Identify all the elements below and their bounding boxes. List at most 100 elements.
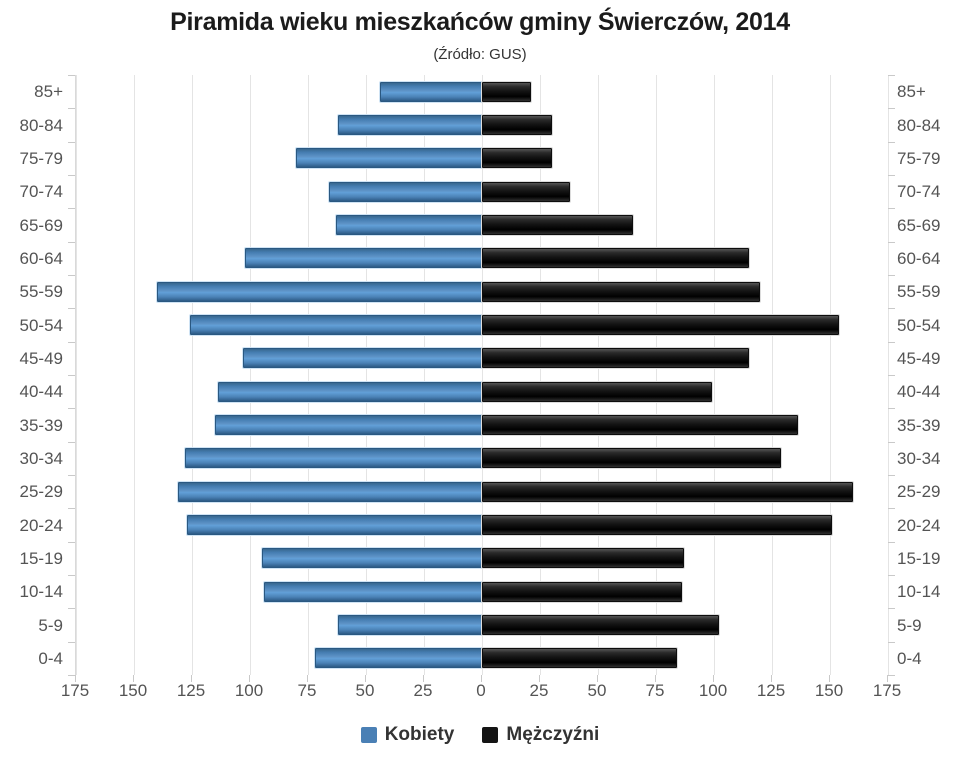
- gridline: [598, 75, 599, 675]
- bar-male-50-54: [482, 315, 840, 335]
- age-label-left: 70-74: [19, 182, 63, 202]
- age-label-right: 5-9: [897, 615, 922, 635]
- axis-tick-left: [68, 641, 75, 643]
- axis-tick-left: [68, 608, 75, 610]
- age-label-left: 0-4: [38, 648, 63, 668]
- age-label-left: 85+: [34, 82, 63, 102]
- age-label-right: 55-59: [897, 282, 941, 302]
- age-label-right: 75-79: [897, 148, 941, 168]
- age-label-right: 35-39: [897, 415, 941, 435]
- axis-tick-bottom: [365, 675, 366, 682]
- legend-item-kobiety[interactable]: Kobiety: [360, 724, 455, 746]
- axis-tick-left: [68, 441, 75, 443]
- axis-tick-right: [888, 575, 895, 576]
- x-tick-label: 75: [645, 681, 665, 700]
- legend: Kobiety Mężczyźni: [0, 722, 960, 748]
- bar-male-80-84: [482, 115, 552, 135]
- bar-female-65-69: [335, 215, 482, 235]
- gridline: [482, 75, 483, 675]
- axis-tick-left: [68, 75, 75, 76]
- bar-male-40-44: [482, 381, 712, 402]
- x-tick-label: 100: [234, 681, 264, 700]
- age-label-left: 50-54: [19, 315, 63, 335]
- bar-female-50-54: [189, 315, 482, 335]
- age-label-right: 25-29: [897, 482, 941, 502]
- x-tick-label: 25: [413, 681, 433, 700]
- age-label-left: 55-59: [19, 282, 63, 302]
- axis-tick-right: [888, 441, 895, 443]
- bar-female-75-79: [296, 148, 482, 169]
- bar-female-25-29: [178, 481, 482, 502]
- age-label-left: 80-84: [19, 115, 63, 135]
- bar-male-55-59: [482, 281, 761, 302]
- gridline: [772, 75, 773, 675]
- axis-tick-left: [68, 175, 75, 176]
- axis-tick-right: [888, 341, 895, 343]
- gridline: [192, 75, 193, 675]
- axis-tick-left: [68, 275, 75, 276]
- axis-tick-right: [888, 275, 895, 276]
- x-tick-label: 25: [529, 681, 549, 700]
- age-label-left: 5-9: [38, 615, 63, 635]
- axis-tick-bottom: [191, 675, 192, 682]
- axis-tick-left: [68, 575, 75, 576]
- gridline: [424, 75, 425, 675]
- x-tick-label: 50: [587, 681, 607, 700]
- bar-female-35-39: [215, 415, 482, 435]
- bar-male-0-4: [482, 648, 677, 669]
- axis-tick-left: [68, 341, 75, 343]
- axis-tick-bottom: [423, 675, 424, 682]
- axis-tick-left: [68, 308, 75, 310]
- x-tick-label: 50: [355, 681, 375, 700]
- axis-tick-right: [888, 641, 895, 643]
- age-label-right: 45-49: [897, 348, 941, 368]
- axis-tick-right: [888, 541, 895, 543]
- age-label-right: 40-44: [897, 382, 941, 402]
- age-label-left: 20-24: [19, 515, 63, 535]
- age-label-left: 60-64: [19, 248, 63, 268]
- age-label-right: 70-74: [897, 182, 941, 202]
- plot-area: [75, 75, 889, 675]
- axis-tick-right: [888, 75, 895, 76]
- age-label-right: 80-84: [897, 115, 941, 135]
- age-label-left: 75-79: [19, 148, 63, 168]
- bar-female-70-74: [328, 181, 482, 202]
- age-label-right: 30-34: [897, 448, 941, 468]
- bar-female-0-4: [315, 648, 482, 669]
- legend-item-mezczyzni[interactable]: Mężczyźni: [482, 724, 599, 746]
- gridline: [76, 75, 77, 675]
- axis-tick-right: [888, 608, 895, 610]
- bar-female-80-84: [338, 115, 482, 135]
- age-label-right: 0-4: [897, 648, 922, 668]
- axis-tick-left: [68, 508, 75, 510]
- bar-male-35-39: [482, 415, 798, 435]
- bar-female-30-34: [185, 448, 482, 469]
- axis-tick-right: [888, 475, 895, 476]
- axis-tick-bottom: [481, 675, 482, 682]
- bar-male-5-9: [482, 615, 719, 635]
- age-label-left: 15-19: [19, 548, 63, 568]
- x-tick-label: 125: [176, 681, 206, 700]
- age-label-left: 25-29: [19, 482, 63, 502]
- legend-swatch: [360, 727, 377, 743]
- age-label-left: 40-44: [19, 382, 63, 402]
- legend-label: Kobiety: [384, 724, 455, 745]
- axis-tick-bottom: [75, 675, 76, 682]
- x-tick-label: 150: [814, 681, 844, 700]
- age-label-right: 65-69: [897, 215, 941, 235]
- axis-tick-right: [888, 675, 895, 676]
- bar-male-65-69: [482, 215, 633, 235]
- bar-male-70-74: [482, 181, 571, 202]
- age-label-right: 20-24: [897, 515, 941, 535]
- x-tick-label: 175: [872, 681, 902, 700]
- legend-label: Mężczyźni: [506, 724, 600, 745]
- gridline: [830, 75, 831, 675]
- axis-tick-bottom: [133, 675, 134, 682]
- chart-subtitle: (Źródło: GUS): [433, 46, 527, 63]
- axis-tick-bottom: [829, 675, 830, 682]
- axis-tick-left: [68, 208, 75, 210]
- age-label-left: 45-49: [19, 348, 63, 368]
- bar-female-55-59: [157, 281, 482, 302]
- bar-female-45-49: [243, 348, 482, 369]
- bar-female-15-19: [261, 548, 482, 569]
